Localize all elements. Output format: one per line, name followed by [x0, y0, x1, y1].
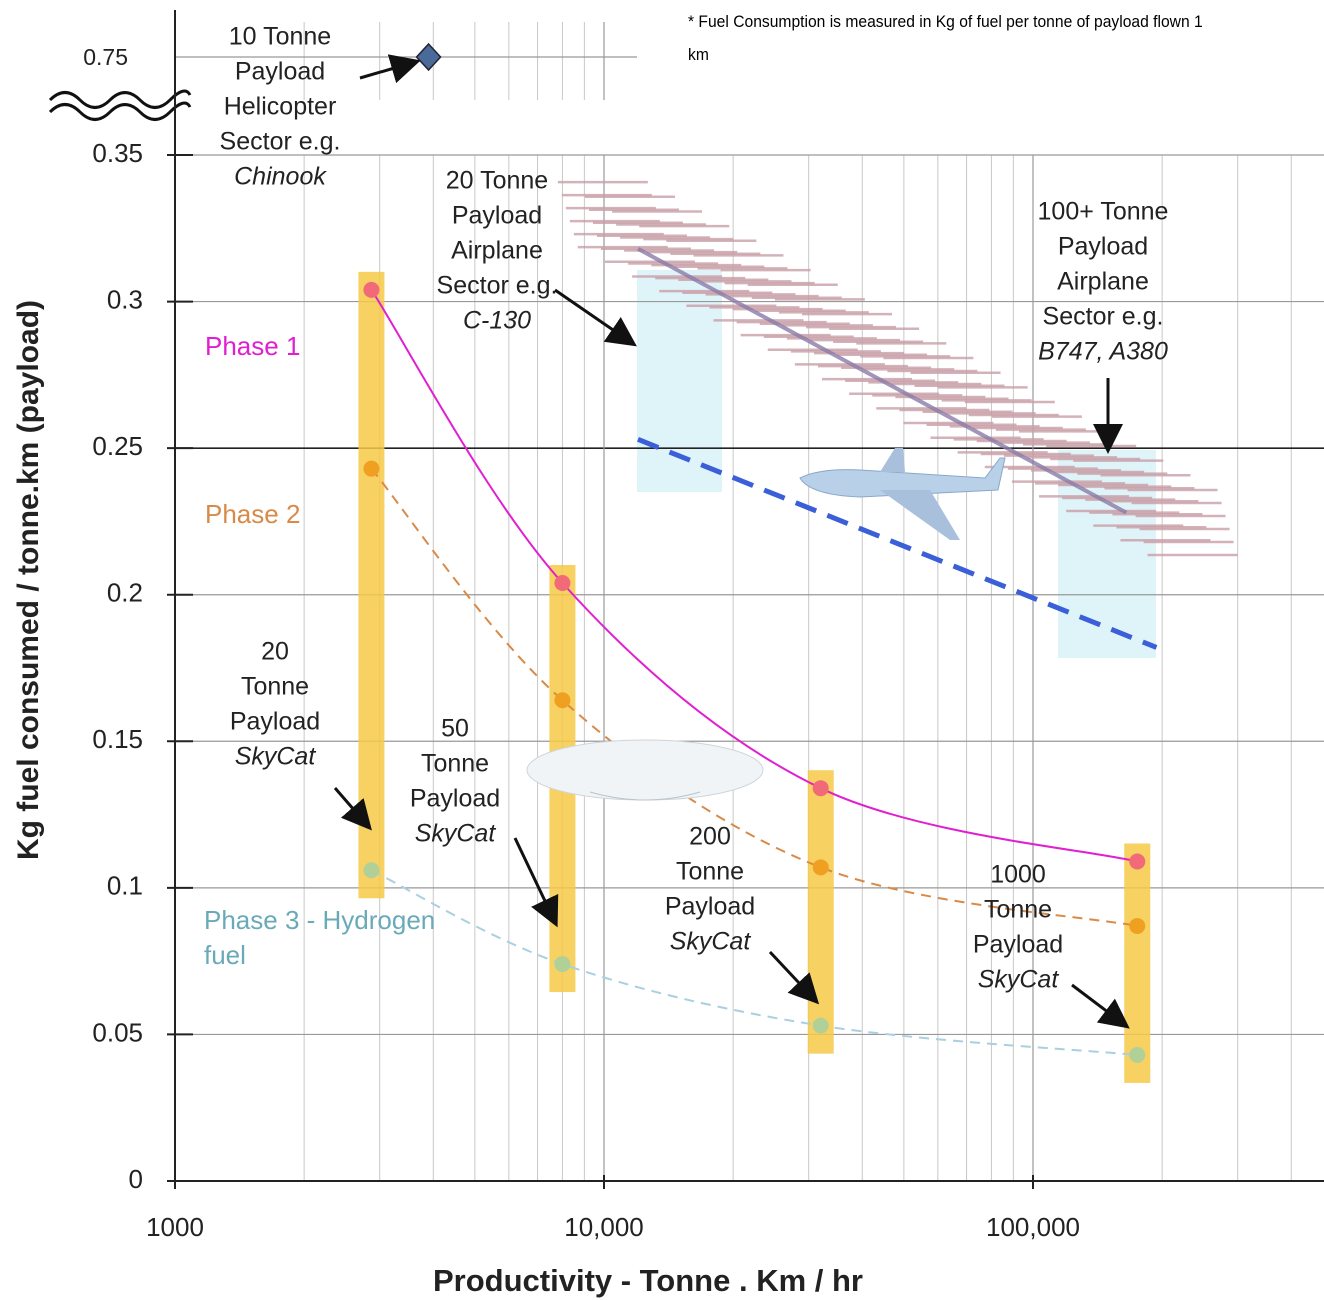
page: 0 0.05 0.1 0.15 0.2 0.25 0.3 0.35 0.75 1000 10,000…	[0, 0, 1324, 1300]
annotation-arrow	[1072, 985, 1125, 1025]
data-point	[813, 780, 829, 796]
airplane-icon	[800, 448, 1005, 540]
data-point	[1129, 853, 1145, 869]
airship-icon	[527, 740, 763, 800]
data-point	[813, 859, 829, 875]
range-bar	[358, 272, 384, 898]
annotation-arrow	[360, 62, 415, 78]
annotation: 200	[689, 823, 731, 851]
x-tick-label: 10,000	[564, 1212, 644, 1242]
annotation: Payload	[665, 893, 755, 921]
y-tick-label: 0	[129, 1164, 143, 1194]
chart: 0 0.05 0.1 0.15 0.2 0.25 0.3 0.35 0.75 1000 10,000…	[0, 0, 1324, 1300]
y-tick-label: 0.35	[92, 138, 143, 168]
data-point	[363, 862, 379, 878]
y-tick-label: 0.15	[92, 724, 143, 754]
annotation: Tonne	[421, 750, 489, 778]
annotation-arrow	[555, 290, 632, 343]
data-point	[1129, 1047, 1145, 1063]
x-axis-label: Productivity - Tonne . Km / hr	[433, 1263, 863, 1298]
annotation: SkyCat	[415, 820, 497, 848]
annotation: 1000	[990, 861, 1046, 889]
annotation: Chinook	[234, 163, 327, 191]
data-point	[363, 461, 379, 477]
annotation: Payload	[410, 785, 500, 813]
legend-label: Phase 3 - Hydrogen fuel	[204, 903, 439, 973]
annotation: C-130	[463, 307, 531, 335]
legend-label: Phase 1	[205, 331, 300, 361]
data-point	[1129, 918, 1145, 934]
data-point	[554, 956, 570, 972]
annotation: 50	[441, 715, 469, 743]
annotation: Payload	[452, 202, 542, 230]
annotation: Helicopter	[224, 93, 337, 121]
annotation: Tonne	[984, 896, 1052, 924]
annotation: Airplane	[451, 237, 543, 265]
x-tick-label: 100,000	[986, 1212, 1080, 1242]
annotation: Sector e.g.	[1043, 303, 1164, 331]
y-tick-label: 0.1	[107, 871, 143, 901]
annotation: B747, A380	[1038, 338, 1168, 366]
annotation: Payload	[230, 708, 320, 736]
data-point	[813, 1018, 829, 1034]
annotation-arrow	[515, 838, 555, 922]
annotation: Payload	[1058, 233, 1148, 261]
annotation: Sector e.g.	[220, 128, 341, 156]
annotation: 100+ Tonne	[1038, 198, 1169, 226]
y-tick-label: 0.75	[83, 44, 128, 70]
annotation: 20	[261, 638, 289, 666]
annotation: SkyCat	[235, 743, 317, 771]
y-tick-label: 0.3	[107, 284, 143, 314]
y-tick-label: 0.05	[92, 1017, 143, 1047]
annotation: SkyCat	[978, 966, 1060, 994]
range-bar	[808, 770, 834, 1053]
annotation: Tonne	[676, 858, 744, 886]
axis-break	[50, 91, 190, 120]
footnote: * Fuel Consumption is measured in Kg of …	[688, 5, 1212, 71]
data-point	[363, 282, 379, 298]
data-point	[554, 575, 570, 591]
y-axis-label: Kg fuel consumed / tonne.km (payload)	[12, 300, 45, 860]
annotation: 20 Tonne	[446, 167, 548, 195]
y-tick-label: 0.2	[107, 578, 143, 608]
annotation: Payload	[235, 58, 325, 86]
series-line	[371, 469, 1137, 926]
helicopter-point	[417, 44, 441, 70]
annotation: Tonne	[241, 673, 309, 701]
annotation: Payload	[973, 931, 1063, 959]
annotation: SkyCat	[670, 928, 752, 956]
y-tick-label: 0.25	[92, 431, 143, 461]
x-tick-label: 1000	[146, 1212, 204, 1242]
legend-label: Phase 2	[205, 499, 300, 529]
annotation: 10 Tonne	[229, 23, 331, 51]
data-point	[554, 692, 570, 708]
annotation: Sector e.g.	[437, 272, 558, 300]
annotation: Airplane	[1057, 268, 1149, 296]
